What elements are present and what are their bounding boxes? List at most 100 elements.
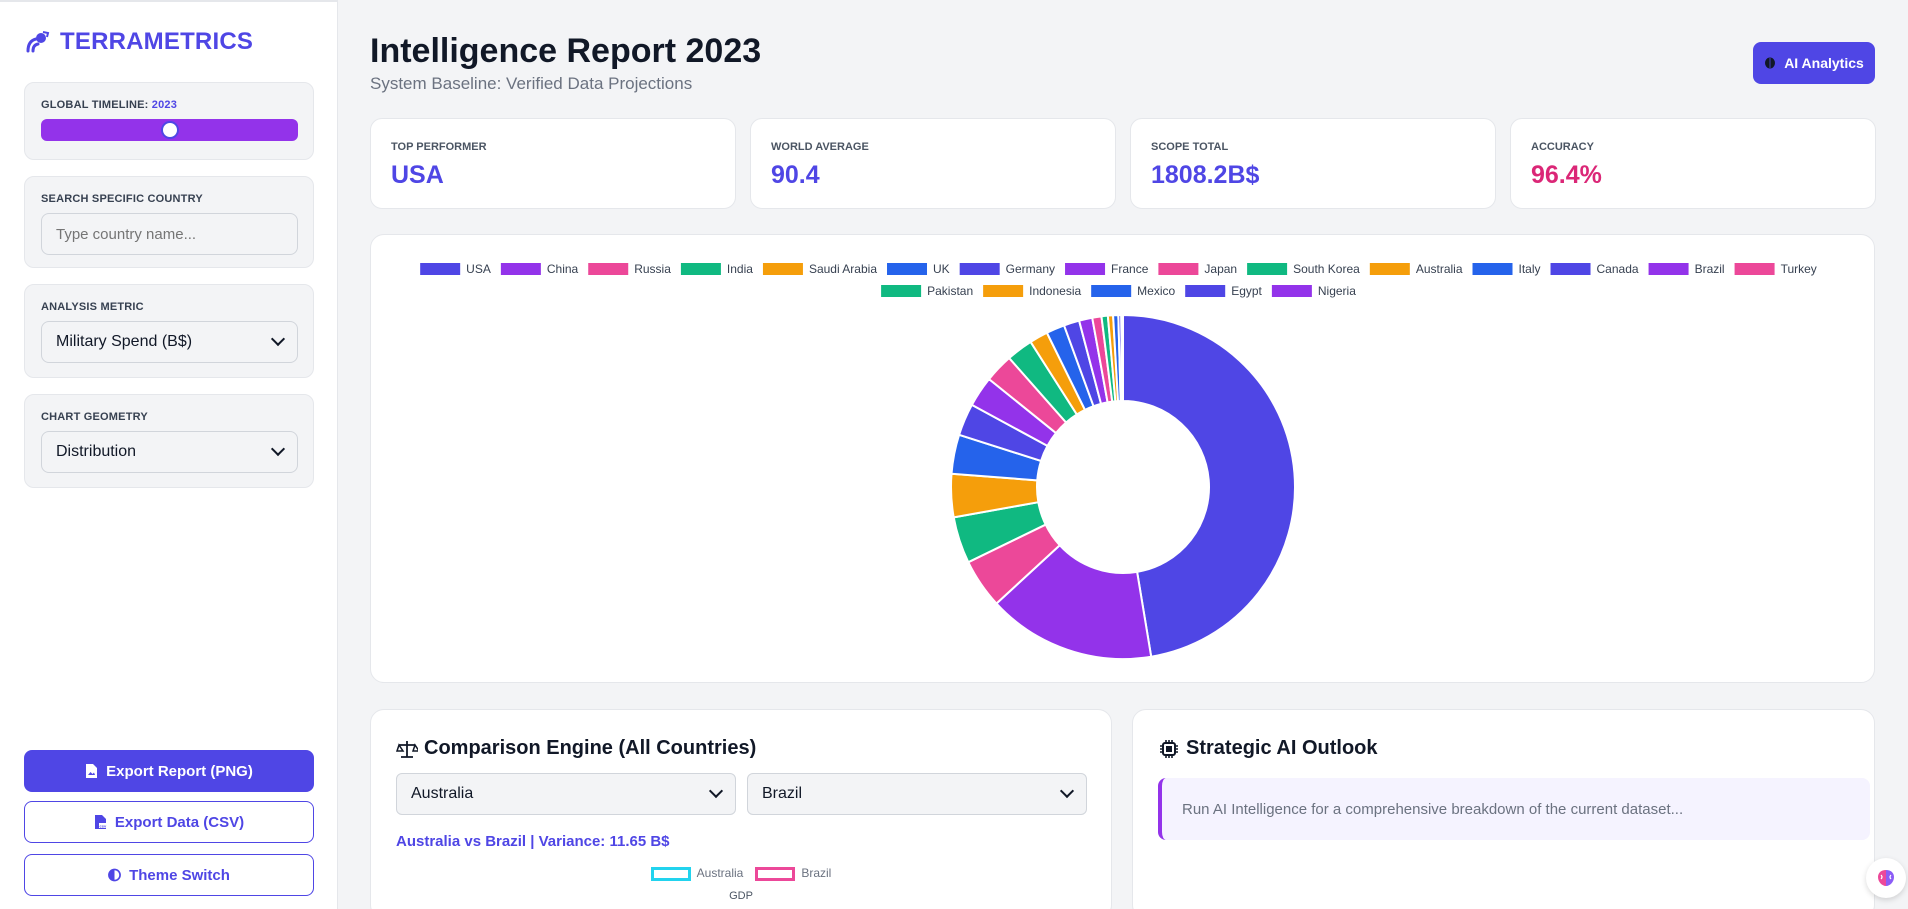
legend-swatch — [1271, 285, 1312, 297]
country-a-select[interactable]: Australia — [396, 773, 736, 815]
geometry-card: CHART GEOMETRY Distribution — [24, 394, 314, 488]
timeline-year: 2023 — [151, 99, 178, 111]
outlook-message: Run AI Intelligence for a comprehensive … — [1158, 778, 1870, 840]
legend-item-uk[interactable]: UK — [887, 262, 950, 276]
kpi-top-performer: TOP PERFORMER USA — [370, 118, 736, 209]
theme-switch-button[interactable]: Theme Switch — [24, 854, 314, 896]
distribution-chart-card: USA China Russia India Saudi Arabia UK Germany… — [370, 234, 1875, 683]
legend-item-france[interactable]: France — [1065, 262, 1149, 276]
legend-item-india[interactable]: India — [680, 262, 753, 276]
outlook-panel: Strategic AI Outlook Run AI Intelligence… — [1132, 709, 1875, 909]
legend-item-south-korea[interactable]: South Korea — [1247, 262, 1360, 276]
legend-swatch — [1648, 263, 1689, 275]
legend-swatch — [1550, 263, 1591, 275]
legend-item-country-a[interactable]: Australia — [650, 866, 743, 881]
country-b-select[interactable]: Brazil — [747, 773, 1087, 815]
sidebar: TERRAMETRICS GLOBAL TIMELINE: 2023 SEARC… — [0, 0, 338, 909]
kpi-value: 1808.2B$ — [1151, 161, 1260, 189]
geometry-select[interactable]: Distribution — [41, 431, 298, 473]
kpi-world-average: WORLD AVERAGE 90.4 — [750, 118, 1116, 209]
legend-swatch — [500, 263, 541, 275]
legend-swatch — [1065, 263, 1106, 275]
legend-label: Mexico — [1137, 284, 1175, 298]
legend-swatch — [420, 263, 461, 275]
legend-item-russia[interactable]: Russia — [588, 262, 671, 276]
kpi-label: WORLD AVERAGE — [771, 141, 869, 153]
export-csv-button[interactable]: csv Export Data (CSV) — [24, 801, 314, 843]
kpi-label: SCOPE TOTAL — [1151, 141, 1229, 153]
legend-swatch — [1472, 263, 1513, 275]
ai-analytics-button[interactable]: AI Analytics — [1753, 42, 1875, 84]
legend-item-china[interactable]: China — [500, 262, 579, 276]
search-card: SEARCH SPECIFIC COUNTRY — [24, 176, 314, 268]
legend-item-country-b[interactable]: Brazil — [755, 866, 831, 881]
legend-swatch — [1734, 263, 1775, 275]
legend-swatch — [959, 263, 1000, 275]
brain-icon — [1878, 870, 1894, 886]
metric-select[interactable]: Military Spend (B$) — [41, 321, 298, 363]
kpi-value: USA — [391, 161, 444, 189]
timeline-card: GLOBAL TIMELINE: 2023 — [24, 82, 314, 160]
legend-item-pakistan[interactable]: Pakistan — [881, 284, 973, 298]
comparison-legend: Australia Brazil — [371, 866, 1111, 881]
kpi-label: ACCURACY — [1531, 141, 1594, 153]
brand-name: TERRAMETRICS — [60, 28, 254, 55]
legend-item-nigeria[interactable]: Nigeria — [1271, 284, 1356, 298]
legend-item-egypt[interactable]: Egypt — [1185, 284, 1263, 298]
legend-item-canada[interactable]: Canada — [1550, 262, 1639, 276]
chevron-down-icon — [270, 441, 286, 457]
svg-text:csv: csv — [99, 824, 106, 829]
legend-label: Pakistan — [927, 284, 973, 298]
legend-swatch — [762, 263, 803, 275]
legend-label: Brazil — [1695, 262, 1725, 276]
legend-swatch — [887, 263, 928, 275]
geometry-label: CHART GEOMETRY — [41, 411, 148, 423]
kpi-value: 96.4% — [1531, 161, 1602, 189]
slice-usa[interactable] — [1122, 314, 1296, 658]
metric-label: ANALYSIS METRIC — [41, 301, 144, 313]
slice-nigeria[interactable] — [1120, 313, 1124, 403]
legend-item-saudi-arabia[interactable]: Saudi Arabia — [762, 262, 877, 276]
distribution-donut-chart: USA China Russia India Saudi Arabia UK Germany… — [420, 262, 1817, 660]
ai-assistant-fab[interactable] — [1866, 858, 1906, 898]
legend-label: South Korea — [1293, 262, 1360, 276]
legend-item-usa[interactable]: USA — [420, 262, 491, 276]
legend-item-indonesia[interactable]: Indonesia — [983, 284, 1082, 298]
search-label: SEARCH SPECIFIC COUNTRY — [41, 193, 203, 205]
legend-item-turkey[interactable]: Turkey — [1734, 262, 1817, 276]
chevron-down-icon — [708, 783, 724, 799]
timeline-slider-thumb[interactable] — [160, 121, 179, 139]
legend-item-germany[interactable]: Germany — [959, 262, 1055, 276]
variance-text: Australia vs Brazil | Variance: 11.65 B$ — [396, 833, 670, 850]
page-title: Intelligence Report 2023 — [370, 32, 762, 70]
file-image-icon — [86, 764, 98, 778]
brain-icon — [1765, 57, 1776, 69]
chip-icon — [1160, 739, 1178, 758]
timeline-slider[interactable] — [41, 119, 298, 141]
legend-label: Turkey — [1781, 262, 1817, 276]
comparison-title: Comparison Engine (All Countries) — [396, 737, 756, 760]
legend-swatch — [1247, 263, 1288, 275]
legend-item-japan[interactable]: Japan — [1158, 262, 1237, 276]
file-csv-icon: csv — [94, 815, 107, 829]
legend-label: Japan — [1204, 262, 1237, 276]
legend-swatch — [1158, 263, 1199, 275]
legend-swatch — [983, 285, 1024, 297]
country-search-input[interactable] — [41, 213, 298, 255]
legend-item-italy[interactable]: Italy — [1472, 262, 1541, 276]
legend-label: Nigeria — [1318, 284, 1356, 298]
timeline-label: GLOBAL TIMELINE: 2023 — [41, 99, 178, 111]
kpi-label: TOP PERFORMER — [391, 141, 487, 153]
metric-card: ANALYSIS METRIC Military Spend (B$) — [24, 284, 314, 378]
country-b-value: Brazil — [762, 785, 803, 802]
legend-swatch — [1091, 285, 1132, 297]
country-a-value: Australia — [411, 785, 474, 802]
legend-label: USA — [466, 262, 491, 276]
legend-item-australia[interactable]: Australia — [1369, 262, 1463, 276]
legend-item-mexico[interactable]: Mexico — [1091, 284, 1176, 298]
geometry-select-value: Distribution — [56, 443, 137, 460]
export-png-button[interactable]: Export Report (PNG) — [24, 750, 314, 792]
kpi-value: 90.4 — [771, 161, 820, 189]
legend-item-brazil[interactable]: Brazil — [1648, 262, 1725, 276]
legend-label: UK — [933, 262, 950, 276]
